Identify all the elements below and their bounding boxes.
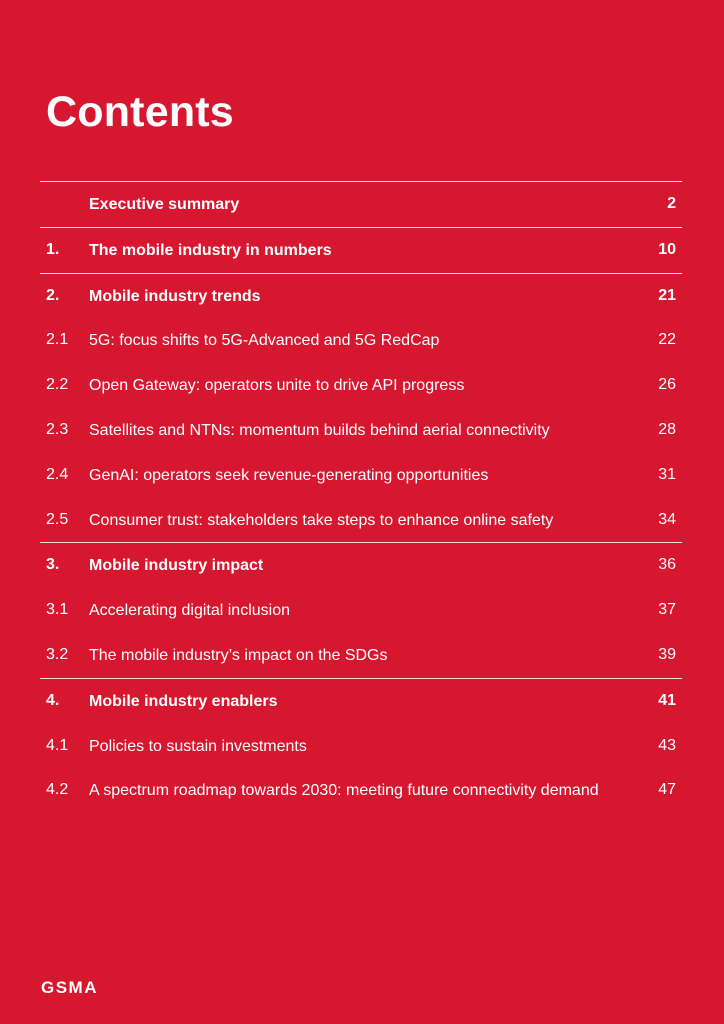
toc-entry-page: 10 [658, 240, 676, 258]
toc-entry-section-4[interactable]: 4. Mobile industry enablers 41 [40, 679, 682, 724]
toc-entry-number: 1. [46, 240, 60, 258]
toc-entry-label: A spectrum roadmap towards 2030: meeting… [89, 782, 599, 800]
toc-entry-page: 22 [658, 331, 676, 349]
toc-entry-2-1[interactable]: 2.1 5G: focus shifts to 5G-Advanced and … [40, 318, 682, 363]
toc-entry-2-3[interactable]: 2.3 Satellites and NTNs: momentum builds… [40, 408, 682, 453]
toc-entry-number: 3. [46, 556, 60, 574]
table-of-contents: Executive summary 2 1. The mobile indust… [40, 181, 682, 834]
toc-entry-label: Mobile industry trends [89, 287, 261, 305]
toc-entry-number: 2. [46, 286, 60, 304]
toc-entry-page: 2 [667, 195, 676, 212]
toc-entry-page: 39 [658, 645, 676, 663]
toc-entry-page: 34 [658, 510, 676, 528]
gsma-logo: GSMA [41, 978, 98, 997]
toc-entry-3-1[interactable]: 3.1 Accelerating digital inclusion 37 [40, 588, 682, 633]
toc-entry-number: 4.2 [46, 781, 69, 799]
toc-entry-page: 41 [658, 691, 676, 709]
toc-entry-page: 21 [658, 286, 676, 304]
toc-entry-number: 2.1 [46, 331, 69, 349]
divider [40, 542, 682, 544]
toc-entry-label: Executive summary [89, 196, 240, 213]
toc-entry-number: 3.2 [46, 645, 69, 663]
toc-entry-page: 37 [658, 601, 676, 619]
toc-entry-label: GenAI: operators seek revenue-generating… [89, 466, 489, 484]
toc-entry-3-2[interactable]: 3.2 The mobile industry’s impact on the … [40, 633, 682, 678]
toc-entry-executive-summary[interactable]: Executive summary 2 [40, 182, 682, 227]
toc-entry-number: 4.1 [46, 736, 69, 754]
toc-entry-number: 4. [46, 691, 60, 709]
toc-entry-label: The mobile industry in numbers [89, 241, 332, 259]
toc-entry-label: Mobile industry impact [89, 557, 264, 575]
toc-entry-label: Open Gateway: operators unite to drive A… [89, 377, 465, 395]
toc-entry-2-4[interactable]: 2.4 GenAI: operators seek revenue-genera… [40, 453, 682, 498]
toc-entry-label: Accelerating digital inclusion [89, 602, 290, 620]
toc-entry-label: Consumer trust: stakeholders take steps … [89, 511, 554, 529]
toc-entry-number: 2.3 [46, 420, 69, 438]
toc-entry-page: 28 [658, 420, 676, 438]
toc-entry-label: The mobile industry’s impact on the SDGs [89, 646, 388, 664]
divider [40, 272, 682, 274]
toc-entry-number: 3.1 [46, 601, 69, 619]
toc-entry-2-5[interactable]: 2.5 Consumer trust: stakeholders take st… [40, 498, 682, 543]
toc-entry-page: 31 [658, 465, 676, 483]
toc-entry-section-3[interactable]: 3. Mobile industry impact 36 [40, 543, 682, 588]
divider [40, 181, 682, 182]
toc-entry-label: Satellites and NTNs: momentum builds beh… [89, 421, 550, 439]
toc-entry-page: 26 [658, 376, 676, 394]
toc-entry-number: 2.2 [46, 376, 69, 394]
toc-entry-section-2[interactable]: 2. Mobile industry trends 21 [40, 274, 682, 319]
toc-entry-4-2[interactable]: 4.2 A spectrum roadmap towards 2030: mee… [40, 768, 682, 834]
toc-entry-4-1[interactable]: 4.1 Policies to sustain investments 43 [40, 724, 682, 769]
divider [40, 226, 682, 228]
toc-entry-2-2[interactable]: 2.2 Open Gateway: operators unite to dri… [40, 363, 682, 408]
toc-entry-page: 36 [658, 556, 676, 574]
toc-entry-page: 47 [658, 781, 676, 799]
toc-entry-number: 2.5 [46, 510, 69, 528]
toc-entry-section-1[interactable]: 1. The mobile industry in numbers 10 [40, 228, 682, 273]
divider [40, 677, 682, 679]
toc-entry-page: 43 [658, 736, 676, 754]
toc-entry-label: 5G: focus shifts to 5G-Advanced and 5G R… [89, 332, 440, 350]
toc-entry-label: Mobile industry enablers [89, 692, 278, 710]
toc-entry-number: 2.4 [46, 465, 69, 483]
page-title: Contents [46, 88, 234, 136]
toc-entry-label: Policies to sustain investments [89, 737, 307, 755]
